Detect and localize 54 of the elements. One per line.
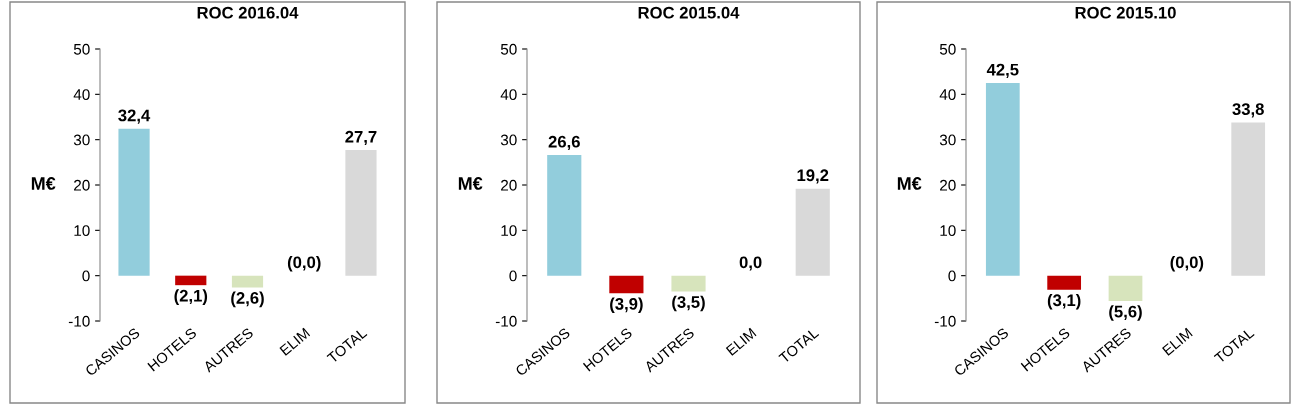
y-tick-label: 40 — [500, 89, 517, 101]
y-tick-label: 40 — [73, 89, 90, 101]
y-tick-label: 50 — [500, 43, 517, 55]
data-label: (2,6) — [231, 291, 264, 308]
y-axis-title: M€ — [458, 177, 483, 190]
bar — [1108, 275, 1143, 302]
data-label: 27,7 — [345, 130, 377, 146]
y-tick-label: 10 — [501, 225, 517, 237]
bar — [985, 83, 1020, 276]
bar — [1231, 122, 1266, 276]
bar — [118, 128, 150, 276]
chart-title: ROC 2015.10 — [1075, 6, 1176, 19]
y-tick-label: 30 — [939, 134, 956, 146]
y-tick-label: 20 — [74, 179, 90, 191]
data-label: (5,6) — [1109, 305, 1142, 321]
y-tick-label: 20 — [501, 179, 517, 191]
data-label: 26,6 — [548, 135, 580, 151]
bar — [231, 275, 264, 288]
y-tick-label: 0 — [509, 270, 517, 282]
y-tick-label: 10 — [74, 225, 90, 237]
bar — [1047, 275, 1082, 290]
data-label: 19,2 — [797, 169, 829, 184]
data-label: (2,1) — [174, 289, 208, 305]
data-label: 42,5 — [986, 63, 1019, 78]
y-tick-label: 0 — [82, 270, 90, 282]
data-label: (3,9) — [610, 297, 643, 314]
bar — [547, 155, 582, 276]
data-label: (0,0) — [1170, 255, 1204, 272]
chart-title: ROC 2016.04 — [197, 6, 299, 19]
bar — [175, 275, 207, 286]
data-label: 0,0 — [739, 256, 762, 271]
y-tick-label: 0 — [948, 270, 956, 282]
data-label: 33,8 — [1232, 103, 1264, 118]
y-tick-label: 40 — [939, 89, 956, 101]
y-axis-title: M€ — [31, 177, 56, 190]
data-label: (3,1) — [1047, 293, 1081, 310]
data-label: 32,4 — [118, 109, 151, 124]
bar — [671, 275, 706, 292]
y-axis-title: M€ — [897, 177, 922, 190]
bar — [345, 150, 377, 276]
y-tick-label: 30 — [500, 134, 517, 146]
bar — [609, 275, 644, 294]
y-tick-label: 50 — [73, 43, 90, 55]
y-tick-label: 30 — [73, 134, 90, 146]
data-label: (3,5) — [672, 295, 705, 312]
y-tick-label: 10 — [940, 225, 956, 237]
y-tick-label: -10 — [495, 315, 517, 327]
y-tick-label: 50 — [939, 43, 956, 55]
y-tick-label: 20 — [940, 179, 956, 191]
y-tick-label: -10 — [934, 315, 956, 327]
y-tick-label: -10 — [68, 315, 90, 327]
bar — [795, 188, 830, 276]
chart-title: ROC 2015.04 — [638, 6, 740, 19]
data-label: (0,0) — [287, 255, 321, 272]
